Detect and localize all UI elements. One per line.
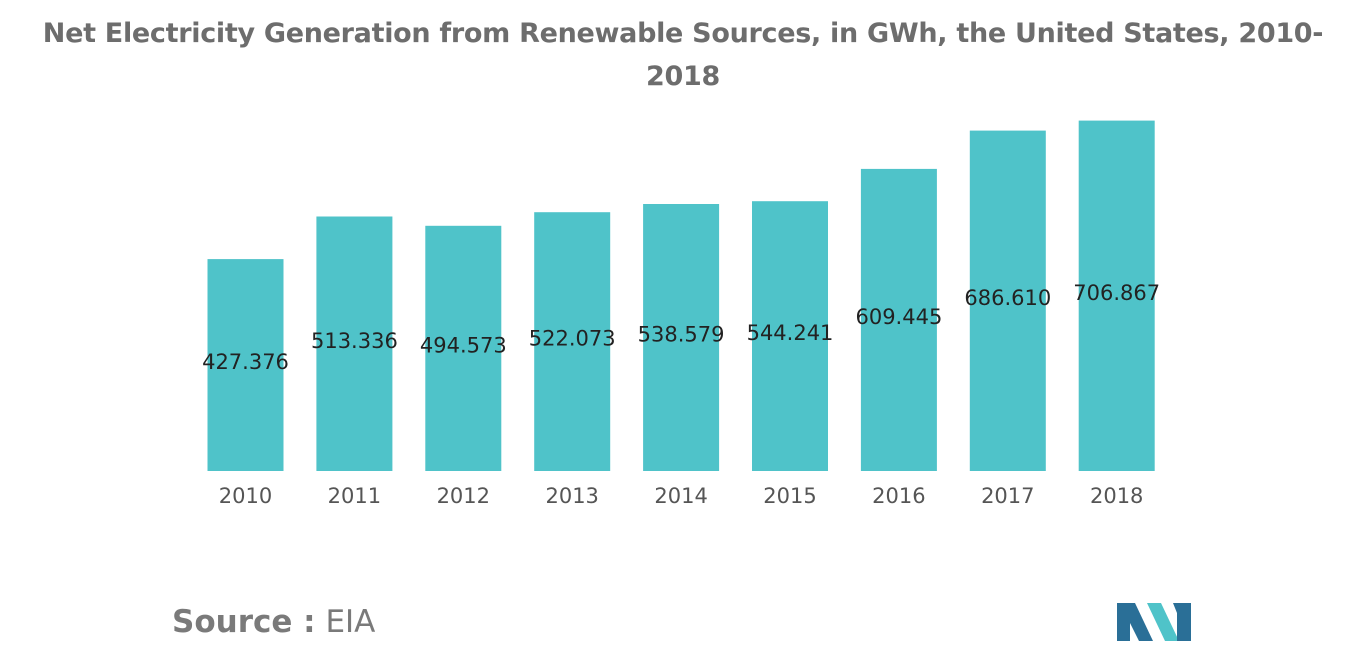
x-tick-label-2010: 2010: [219, 484, 272, 508]
bar-2011: [316, 216, 393, 471]
x-tick-label-2017: 2017: [981, 484, 1034, 508]
chart-title: Net Electricity Generation from Renewabl…: [42, 18, 1324, 92]
x-tick-label-2018: 2018: [1090, 484, 1143, 508]
x-tick-label-2016: 2016: [872, 484, 925, 508]
value-label-2014: 538.579: [638, 323, 725, 347]
bar-2012: [425, 225, 502, 471]
x-tick-label-2012: 2012: [437, 484, 490, 508]
mordor-intelligence-logo-icon: [1117, 603, 1191, 641]
value-label-2011: 513.336: [311, 329, 398, 353]
bars-layer: [207, 120, 1155, 471]
x-tick-label-2015: 2015: [763, 484, 816, 508]
bar-2016: [860, 168, 937, 471]
bar-2014: [643, 204, 720, 471]
bar-2015: [752, 201, 828, 471]
source-label: Source :: [172, 604, 316, 640]
value-label-2012: 494.573: [420, 333, 507, 357]
value-label-2013: 522.073: [529, 327, 616, 351]
x-tick-label-2013: 2013: [545, 484, 598, 508]
value-label-2010: 427.376: [202, 350, 289, 374]
bar-2017: [969, 130, 1046, 471]
x-tick-label-2014: 2014: [654, 484, 707, 508]
source-note: Source : EIA: [172, 604, 375, 640]
value-label-2017: 686.610: [964, 286, 1051, 310]
value-label-2018: 706.867: [1073, 281, 1160, 305]
bar-2010: [207, 259, 284, 471]
x-axis-tick-labels: 2010 2011 2012 2013 2014 2015 2016 2017 2018: [219, 484, 1144, 508]
value-label-2015: 544.241: [747, 321, 834, 345]
bar-2018: [1078, 120, 1155, 471]
bar-2013: [534, 212, 611, 471]
bar-chart: 427.376 513.336 494.573 522.073 538.579 544.2…: [202, 120, 1160, 508]
value-label-2016: 609.445: [855, 305, 942, 329]
x-tick-label-2011: 2011: [328, 484, 381, 508]
value-labels-layer: 427.376 513.336 494.573 522.073 538.579 544.2…: [202, 281, 1160, 374]
source-value: EIA: [325, 604, 376, 640]
